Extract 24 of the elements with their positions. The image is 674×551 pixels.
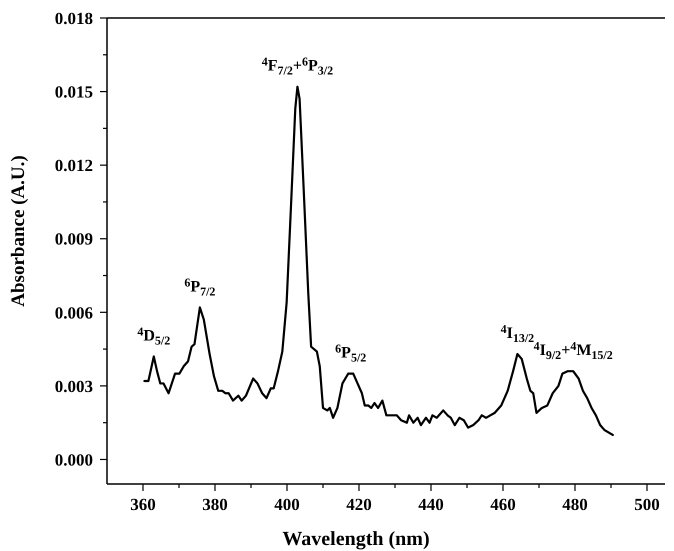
line-series bbox=[143, 86, 614, 436]
annotation: $^{4}$D$_{5/2}$ bbox=[137, 324, 170, 348]
annotation: $^{4}$I$_{9/2}$+$^{4}$M$_{15/2}$ bbox=[534, 338, 613, 362]
x-tick-label: 480 bbox=[562, 495, 588, 514]
annotation: $^{6}$P$_{7/2}$ bbox=[184, 275, 216, 298]
x-tick-label: 440 bbox=[418, 495, 444, 514]
y-tick-label: 0.000 bbox=[54, 450, 93, 470]
y-tick-label: 0.003 bbox=[54, 376, 93, 396]
x-tick-label: 360 bbox=[130, 495, 156, 514]
x-tick-label: 500 bbox=[634, 495, 660, 514]
y-tick-label: 0.018 bbox=[54, 8, 93, 28]
annotation: $^{4}$I$_{13/2}$ bbox=[500, 322, 534, 345]
x-tick-label: 400 bbox=[274, 495, 300, 514]
y-tick-label: 0.015 bbox=[54, 82, 93, 102]
x-axis-title: Wavelength (nm) bbox=[282, 528, 430, 550]
x-tick-label: 380 bbox=[202, 495, 228, 514]
y-tick-label: 0.006 bbox=[54, 303, 93, 322]
annotation: $^{6}$P$_{5/2}$ bbox=[335, 341, 366, 364]
x-tick-label: 420 bbox=[346, 495, 372, 514]
y-tick-label: 0.012 bbox=[54, 156, 93, 176]
annotation: $^{4}$F$_{7/2}$+$^{6}$P$_{3/2}$ bbox=[262, 54, 334, 78]
y-axis-title: Absorbance (A.U.) bbox=[8, 155, 29, 307]
y-tick-label: 0.009 bbox=[54, 230, 93, 249]
x-tick-label: 460 bbox=[490, 495, 516, 514]
